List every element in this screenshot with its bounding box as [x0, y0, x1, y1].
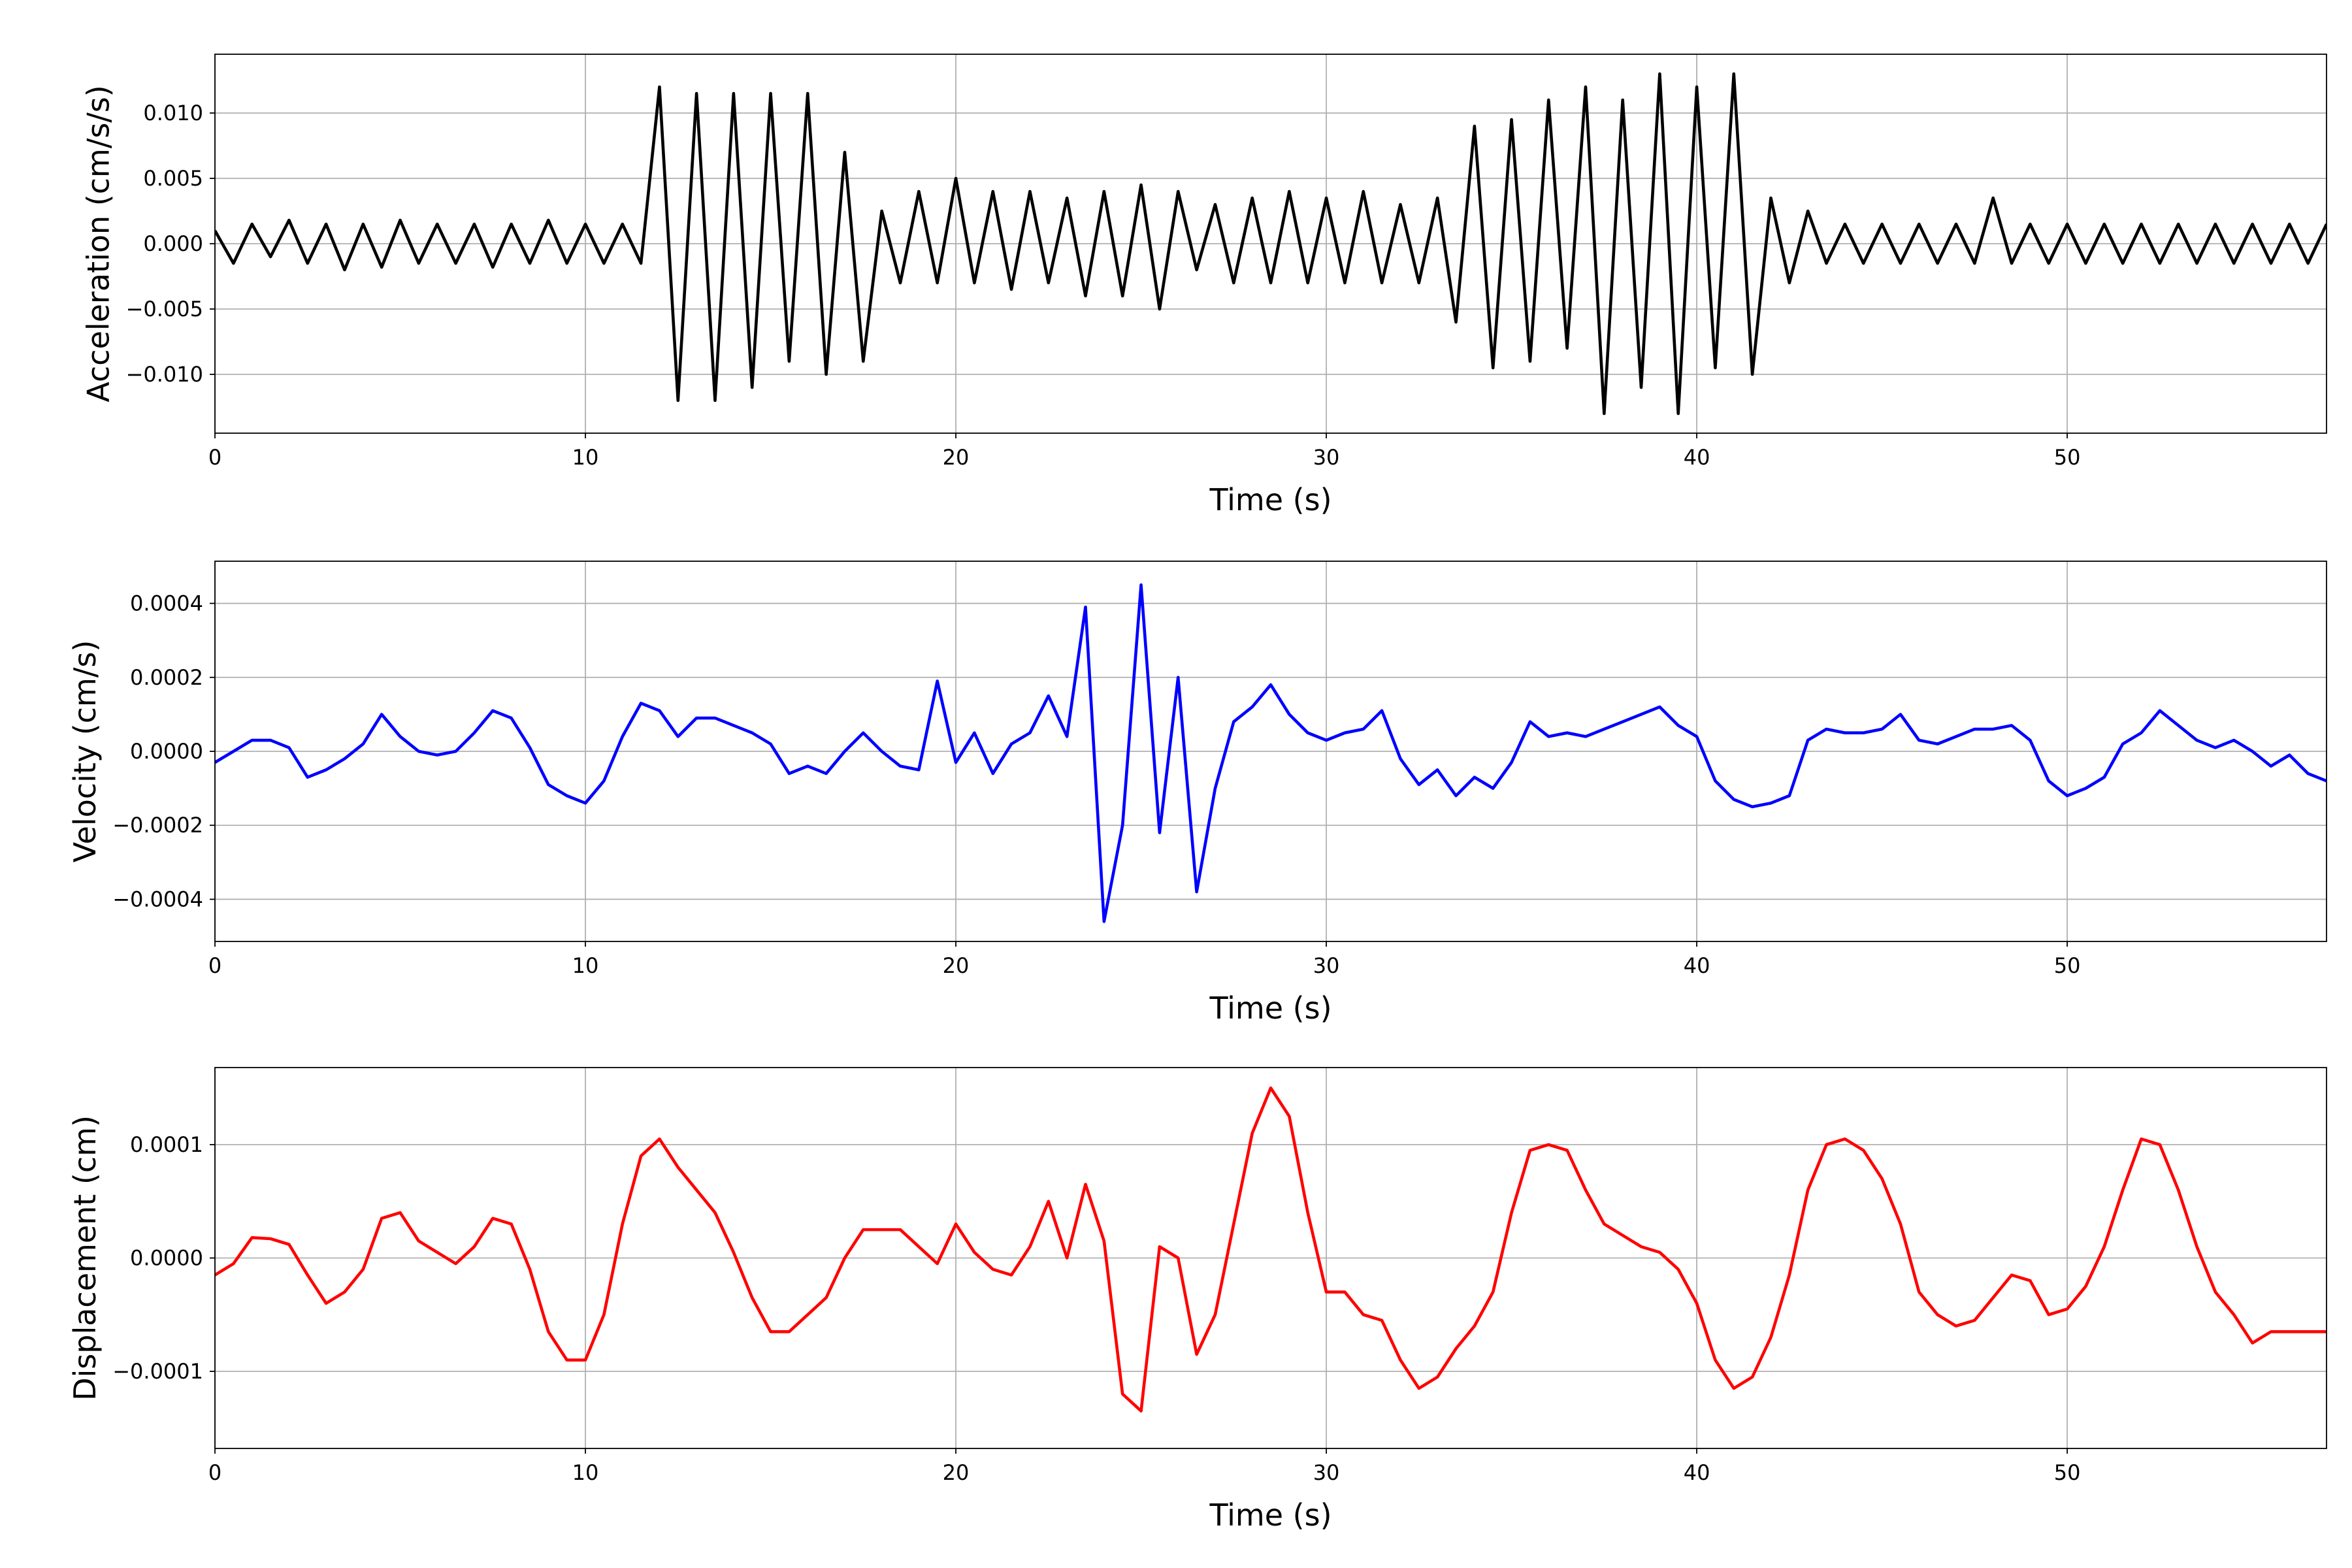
axes-frame [214, 1067, 2327, 1449]
signal-line [215, 1086, 2327, 1413]
x-tick-label: 10 [572, 1460, 599, 1485]
x-axis-label: Time (s) [1209, 1497, 1331, 1533]
y-tick-label: 0.0000 [130, 739, 203, 764]
x-tick-label: 20 [943, 1460, 970, 1485]
axes-frame [214, 54, 2327, 434]
x-tick-label: 40 [1684, 1460, 1710, 1485]
y-tick-label: 0.0001 [130, 1132, 203, 1157]
x-tick-label: 10 [572, 445, 599, 470]
y-axis-label: Acceleration (cm/s/s) [81, 85, 116, 402]
x-tick-label: 20 [943, 953, 970, 978]
y-tick-label: 0.010 [143, 101, 203, 125]
y-tick-label: 0.0004 [130, 591, 203, 616]
x-tick-label: 0 [208, 953, 221, 978]
y-tick-label: 0.000 [143, 231, 203, 256]
x-tick-label: 50 [2054, 1460, 2081, 1485]
x-tick-label: 40 [1684, 953, 1710, 978]
y-tick-label: −0.0001 [112, 1359, 203, 1384]
x-axis-label: Time (s) [1209, 482, 1331, 517]
y-tick-label: −0.005 [126, 297, 203, 321]
x-tick-label: 50 [2054, 445, 2081, 470]
y-tick-label: −0.010 [126, 362, 203, 387]
y-tick-label: 0.0000 [130, 1246, 203, 1271]
signal-line [215, 583, 2327, 923]
x-tick-label: 10 [572, 953, 599, 978]
y-tick-label: −0.0002 [112, 813, 203, 838]
axes-frame [214, 561, 2327, 942]
x-tick-label: 40 [1684, 445, 1710, 470]
x-tick-label: 0 [208, 445, 221, 470]
x-tick-label: 20 [943, 445, 970, 470]
x-tick-label: 30 [1313, 953, 1340, 978]
y-axis-label: Velocity (cm/s) [67, 640, 103, 863]
x-axis-label: Time (s) [1209, 990, 1331, 1026]
x-tick-label: 0 [208, 1460, 221, 1485]
y-axis-label: Displacement (cm) [67, 1115, 103, 1401]
x-tick-label: 30 [1313, 1460, 1340, 1485]
y-tick-label: 0.0002 [130, 665, 203, 690]
x-tick-label: 50 [2054, 953, 2081, 978]
y-tick-label: 0.005 [143, 166, 203, 191]
signal-line [215, 72, 2327, 416]
y-tick-label: −0.0004 [112, 887, 203, 911]
x-tick-label: 30 [1313, 445, 1340, 470]
